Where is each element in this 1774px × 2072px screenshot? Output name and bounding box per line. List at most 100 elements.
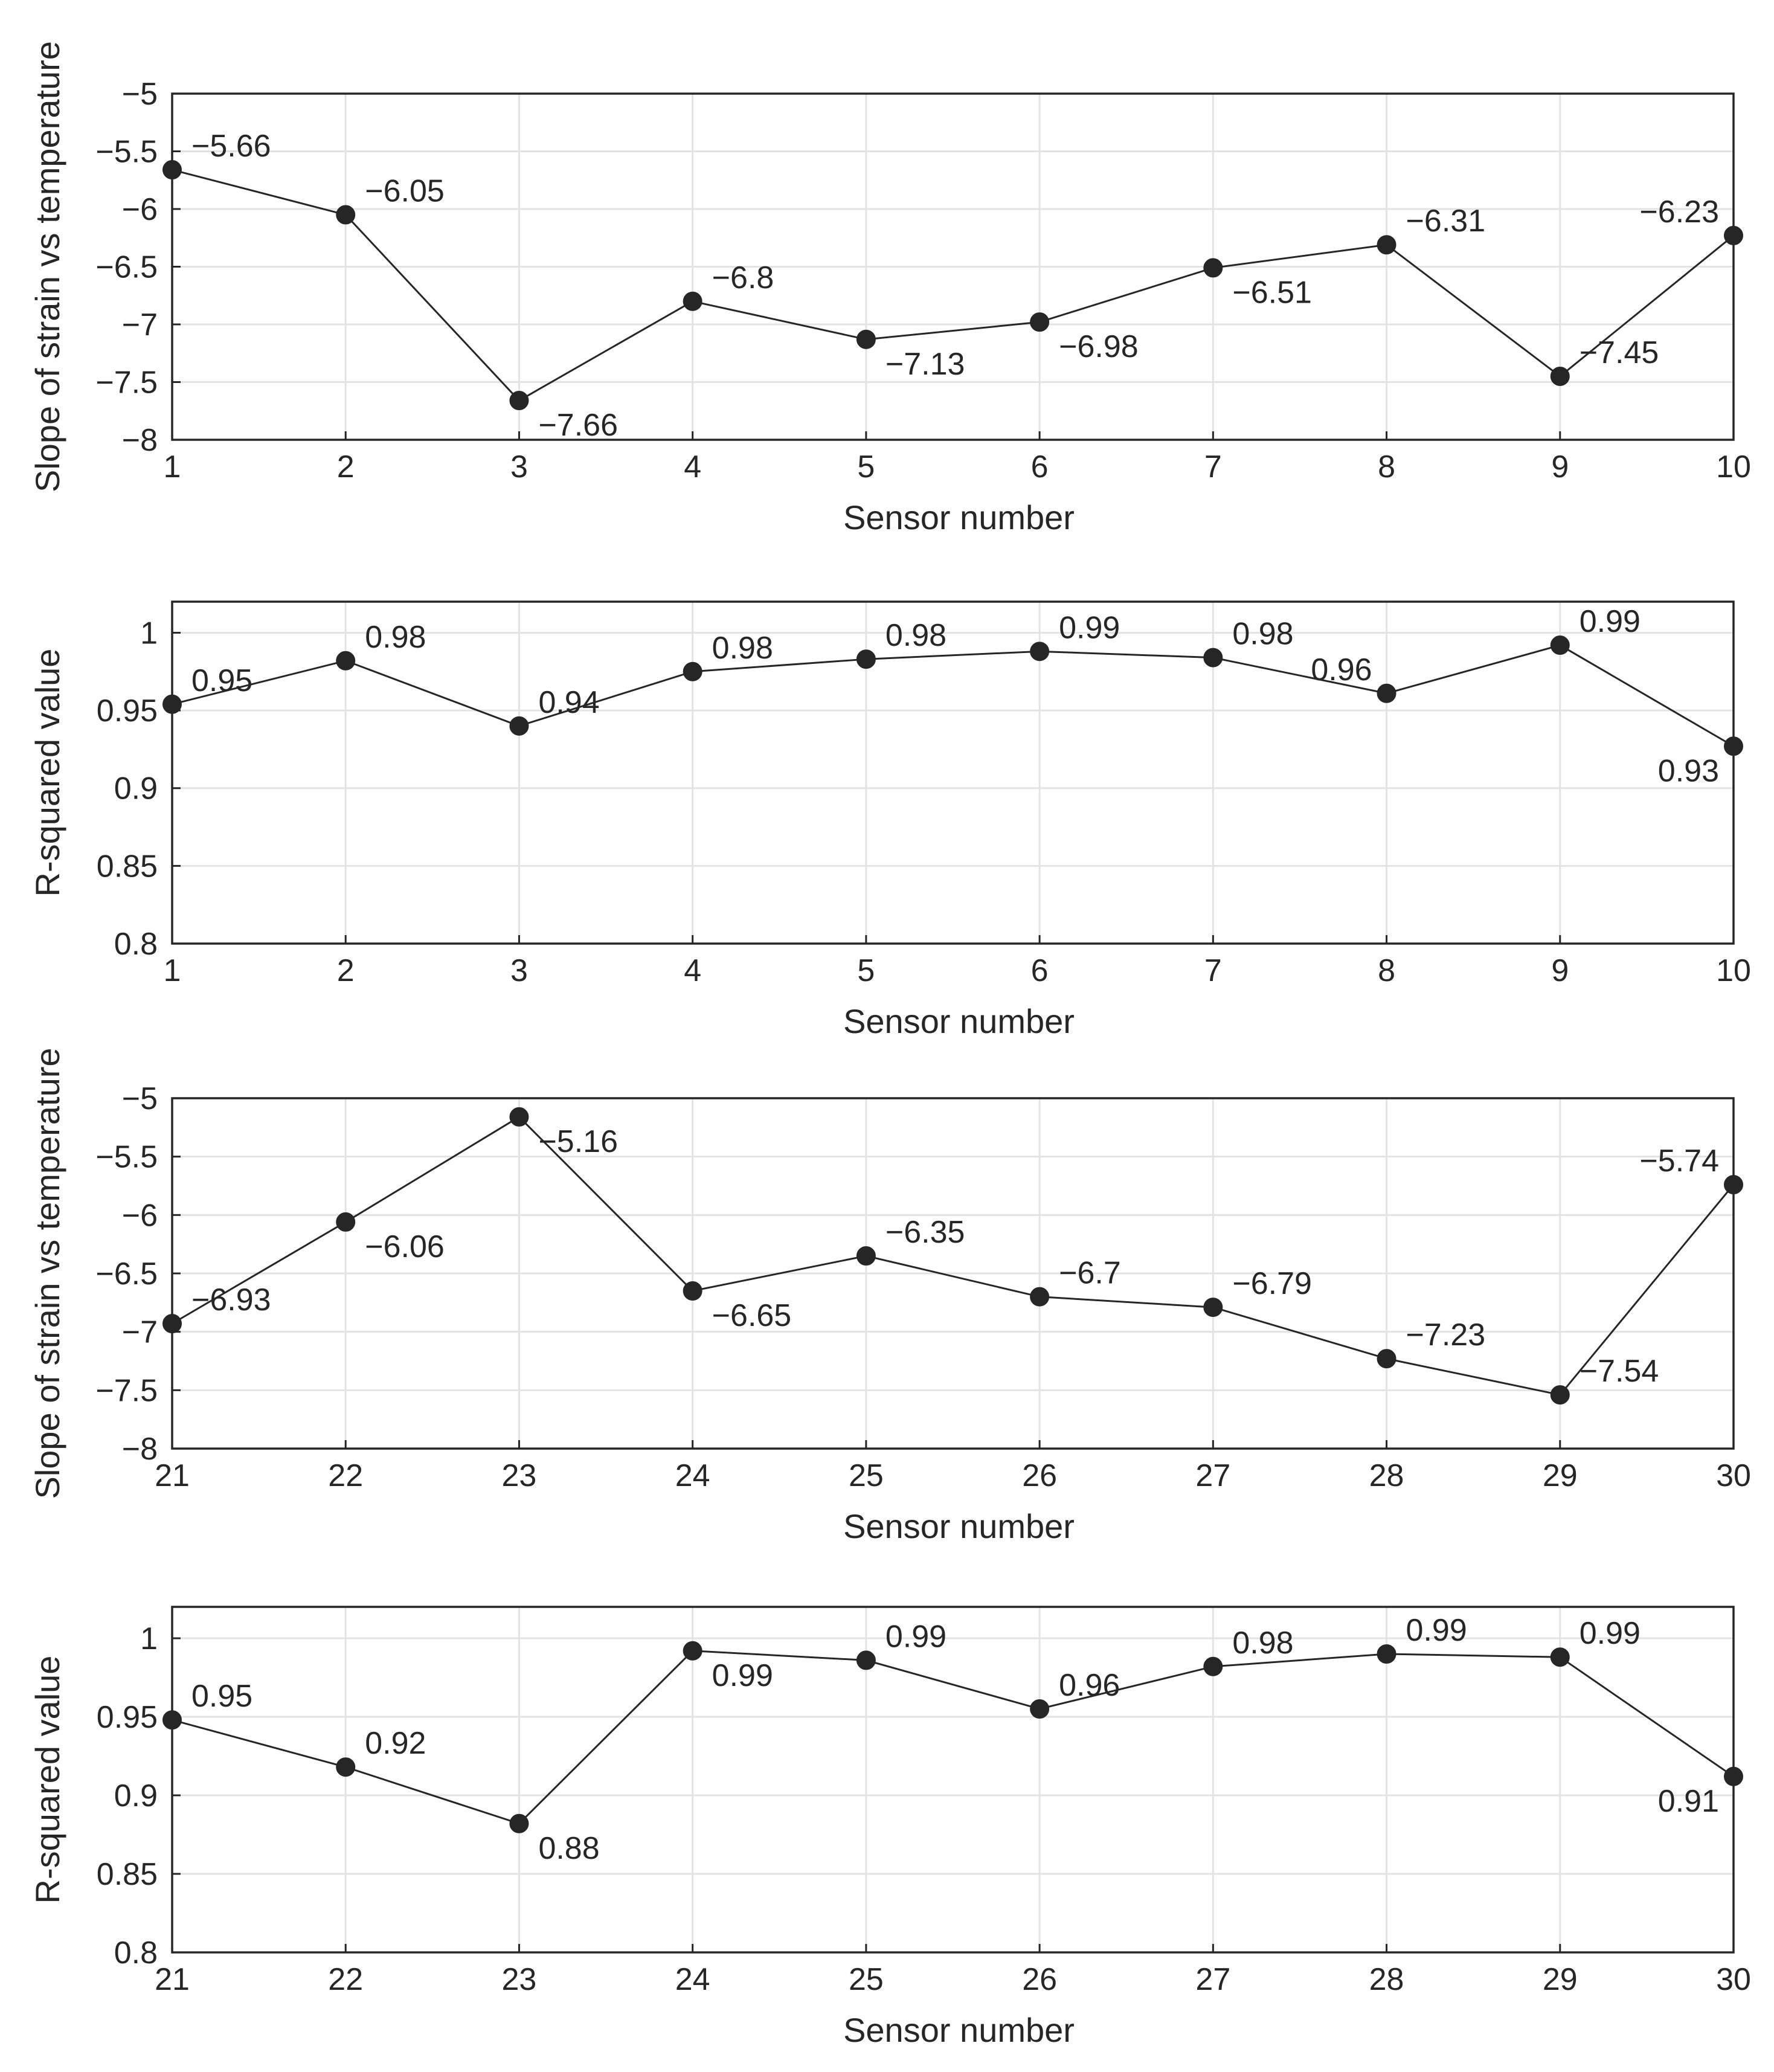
data-point-label: 0.99	[712, 1658, 773, 1693]
data-point-marker	[1203, 258, 1223, 278]
y-tick-label: −6.5	[95, 250, 158, 285]
data-point-marker	[336, 1212, 356, 1232]
x-tick-label: 28	[1369, 1962, 1404, 1997]
data-point-marker	[683, 1281, 702, 1301]
x-tick-label: 22	[328, 1962, 363, 1997]
x-tick-label: 9	[1551, 953, 1569, 988]
data-point-marker	[162, 694, 182, 714]
data-point-marker	[856, 329, 876, 349]
data-point-label: 0.93	[1658, 753, 1719, 788]
x-tick-label: 23	[502, 1458, 537, 1493]
x-tick-label: 1	[164, 449, 181, 484]
data-point-label: −7.54	[1580, 1354, 1659, 1389]
y-tick-label: −5	[122, 1081, 158, 1116]
x-tick-label: 9	[1551, 449, 1569, 484]
data-point-marker	[1030, 1287, 1050, 1307]
chart-panel-2: 1 2 3 4 5 6 7 8 9 10 1 0.95 0.9 0.85 0.8 Sensor number R…	[28, 600, 1751, 1040]
data-point-label: −6.05	[365, 174, 445, 209]
data-point-marker	[1377, 235, 1396, 255]
data-point-label: −6.98	[1059, 329, 1139, 364]
y-tick-label: −8	[122, 423, 158, 458]
series-line	[172, 644, 1734, 747]
x-tick-label: 29	[1543, 1458, 1578, 1493]
y-tick-label: −7.5	[95, 365, 158, 401]
y-tick-label: 0.9	[114, 771, 158, 806]
x-tick-label: 26	[1022, 1458, 1057, 1493]
y-tick-label: −5	[122, 77, 158, 112]
x-tick-label: 5	[857, 449, 875, 484]
data-point-label: 0.99	[1580, 1616, 1641, 1651]
data-point-marker	[1377, 1349, 1396, 1369]
x-tick-label: 27	[1195, 1962, 1230, 1997]
data-point-label: −7.13	[885, 347, 965, 382]
data-point-marker	[509, 1813, 529, 1833]
x-tick-label: 7	[1204, 953, 1222, 988]
plot-area-frame	[171, 1606, 1735, 1954]
x-tick-label: 21	[155, 1962, 190, 1997]
data-point-label: 0.96	[1059, 1668, 1120, 1703]
x-tick-label: 28	[1369, 1458, 1404, 1493]
y-tick-label: −7	[122, 1315, 158, 1350]
series-line	[172, 169, 1734, 402]
data-point-label: 0.92	[365, 1726, 426, 1761]
data-point-marker	[1203, 648, 1223, 668]
x-tick-label: 2	[337, 449, 355, 484]
data-point-label: 0.98	[885, 618, 946, 653]
chart-panel-3: 21 22 23 24 25 26 27 28 29 30 −5 −5.5 −6 −6.5 −7 −7.5 −8…	[28, 1047, 1751, 1545]
x-tick-label: 3	[510, 449, 528, 484]
y-tick-label: 1	[140, 1621, 158, 1656]
data-point-label: 0.98	[365, 620, 426, 655]
x-tick-label: 22	[328, 1458, 363, 1493]
y-tick-label: 0.85	[97, 1857, 158, 1892]
x-tick-label: 25	[849, 1458, 884, 1493]
data-point-label: 0.98	[712, 631, 773, 666]
data-point-marker	[1724, 1766, 1743, 1786]
y-tick-label: −8	[122, 1432, 158, 1467]
y-axis-label: R-squared value	[28, 649, 66, 897]
x-tick-label: 23	[502, 1962, 537, 1997]
x-tick-label: 6	[1031, 449, 1049, 484]
data-point-label: 0.99	[885, 1619, 946, 1654]
data-point-marker	[1030, 312, 1050, 332]
x-tick-label: 8	[1378, 449, 1395, 484]
data-point-label: 0.99	[1406, 1613, 1467, 1648]
data-point-label: −6.79	[1232, 1266, 1312, 1301]
data-point-marker	[1550, 1647, 1570, 1667]
data-point-label: −6.51	[1232, 275, 1312, 310]
x-tick-label: 30	[1716, 1458, 1751, 1493]
data-point-label: 0.91	[1658, 1784, 1719, 1819]
data-point-marker	[1550, 1385, 1570, 1405]
data-point-marker	[162, 160, 182, 180]
data-point-marker	[509, 716, 529, 736]
data-point-marker	[1724, 1175, 1743, 1195]
y-tick-label: 1	[140, 616, 158, 651]
data-point-label: 0.95	[191, 663, 252, 698]
series-line	[172, 1650, 1734, 1825]
data-point-marker	[856, 1650, 876, 1670]
data-point-marker	[683, 1641, 702, 1661]
data-point-marker	[336, 651, 356, 671]
plot-area-frame	[171, 600, 1735, 945]
data-point-marker	[856, 1246, 876, 1266]
x-tick-label: 4	[684, 953, 701, 988]
y-tick-label: 0.95	[97, 1700, 158, 1735]
data-point-label: −5.74	[1639, 1144, 1719, 1179]
x-axis-label: Sensor number	[843, 1002, 1075, 1040]
data-point-marker	[1030, 1699, 1050, 1719]
y-tick-label: −7	[122, 307, 158, 343]
y-axis-label: Slope of strain vs temperature	[28, 41, 66, 492]
data-point-label: −7.66	[538, 408, 618, 443]
x-tick-label: 30	[1716, 1962, 1751, 1997]
x-axis-label: Sensor number	[843, 2011, 1075, 2049]
x-tick-label: 6	[1031, 953, 1049, 988]
y-tick-label: 0.85	[97, 849, 158, 884]
y-tick-label: 0.8	[114, 927, 158, 962]
data-point-marker	[1203, 1298, 1223, 1318]
data-point-marker	[1724, 736, 1743, 756]
data-point-label: 0.98	[1232, 1626, 1293, 1661]
x-tick-label: 3	[510, 953, 528, 988]
data-point-marker	[1203, 1656, 1223, 1676]
data-point-marker	[162, 1710, 182, 1730]
data-point-marker	[856, 649, 876, 669]
data-point-marker	[1030, 642, 1050, 661]
